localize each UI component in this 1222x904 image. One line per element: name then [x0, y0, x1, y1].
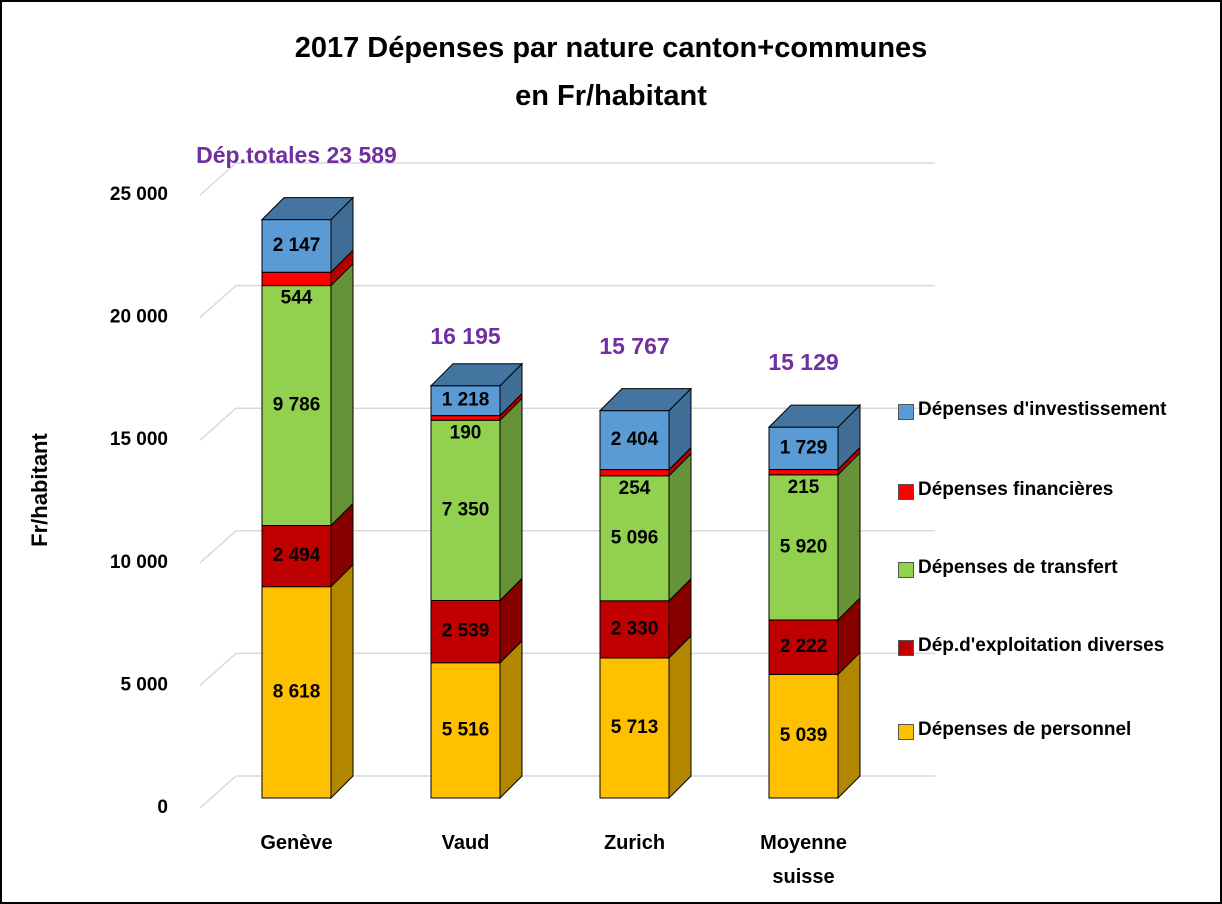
grid-line: [199, 407, 237, 441]
bar-top: [260, 197, 355, 221]
bar-side: [668, 452, 692, 602]
bar: [430, 419, 501, 601]
bar: [430, 662, 501, 799]
grid-line: [199, 285, 237, 319]
bar: [261, 586, 332, 799]
total-label: 15 129: [768, 349, 839, 376]
bar: [430, 415, 501, 421]
x-tick-label: Genève: [260, 832, 333, 854]
bar-side: [330, 563, 354, 800]
total-label: Dép.totales 23 589: [196, 141, 397, 168]
x-tick-label: Zurich: [603, 832, 666, 854]
legend-label: Dép.d'exploitation diverses: [918, 635, 1165, 656]
value-label: 5 713: [611, 717, 659, 738]
bar: [768, 619, 839, 675]
legend-swatch: [898, 404, 914, 420]
bar-side: [837, 451, 861, 622]
bar-side: [499, 397, 523, 602]
bar: [768, 469, 839, 476]
grid-line: [199, 775, 237, 809]
bar: [261, 219, 332, 273]
legend-label: Dépenses d'investissement: [918, 399, 1167, 420]
legend-swatch: [898, 562, 914, 578]
bar: [430, 599, 501, 664]
value-label: 2 494: [273, 545, 321, 566]
bar: [599, 657, 670, 799]
value-label: 1 218: [442, 390, 490, 411]
y-tick-label: 0: [157, 797, 168, 818]
y-tick-label: 5 000: [120, 674, 168, 695]
y-tick-label: 20 000: [110, 307, 168, 328]
value-label: 254: [619, 478, 651, 499]
bar-top: [598, 388, 693, 412]
value-label: 7 350: [442, 499, 490, 520]
value-label: 215: [788, 477, 820, 498]
value-label: 5 039: [780, 725, 828, 746]
value-label: 5 096: [611, 527, 659, 548]
value-label: 5 516: [442, 719, 490, 740]
bar: [261, 285, 332, 527]
bar: [768, 474, 839, 621]
chart-subtitle: en Fr/habitant: [515, 80, 707, 112]
legend-label: Dépenses de personnel: [918, 719, 1132, 740]
bar: [261, 525, 332, 588]
value-label: 2 539: [442, 621, 490, 642]
grid-line: [199, 652, 237, 686]
legend-swatch: [898, 640, 914, 656]
total-label: 16 195: [430, 322, 501, 349]
legend-swatch: [898, 484, 914, 500]
grid-line: [199, 530, 237, 564]
value-label: 2 222: [780, 636, 828, 657]
bar: [768, 673, 839, 799]
value-label: 2 330: [611, 618, 659, 639]
grid-line: [199, 162, 237, 196]
value-label: 1 729: [780, 437, 828, 458]
y-axis-label: Fr/habitant: [27, 433, 52, 547]
legend-label: Dépenses de transfert: [918, 557, 1118, 578]
legend-swatch: [898, 724, 914, 740]
bar-side: [330, 262, 354, 527]
bar: [261, 271, 332, 287]
bar: [599, 475, 670, 602]
value-label: 2 404: [611, 429, 659, 450]
x-tick-label: Vaud: [441, 832, 490, 854]
y-tick-label: 25 000: [110, 184, 168, 205]
bar: [599, 600, 670, 659]
value-label: 9 786: [273, 395, 321, 416]
bar-side: [499, 639, 523, 800]
bar: [599, 469, 670, 477]
bar-side: [668, 634, 692, 800]
value-label: 8 618: [273, 681, 321, 702]
bar-top: [429, 363, 524, 387]
bar-side: [837, 651, 861, 800]
value-label: 544: [281, 288, 313, 309]
value-label: 5 920: [780, 536, 828, 557]
value-label: 190: [450, 422, 482, 443]
total-label: 15 767: [599, 333, 670, 360]
chart-title: 2017 Dépenses par nature canton+communes: [294, 32, 928, 64]
bar-top: [767, 404, 862, 428]
bar: [599, 410, 670, 471]
value-label: 2 147: [273, 235, 321, 256]
bar: [430, 385, 501, 417]
y-tick-label: 15 000: [110, 429, 168, 450]
x-tick-label: Moyenne suisse: [760, 832, 847, 888]
legend-label: Dépenses financières: [918, 479, 1114, 500]
y-tick-label: 10 000: [110, 552, 168, 573]
bar: [768, 426, 839, 471]
